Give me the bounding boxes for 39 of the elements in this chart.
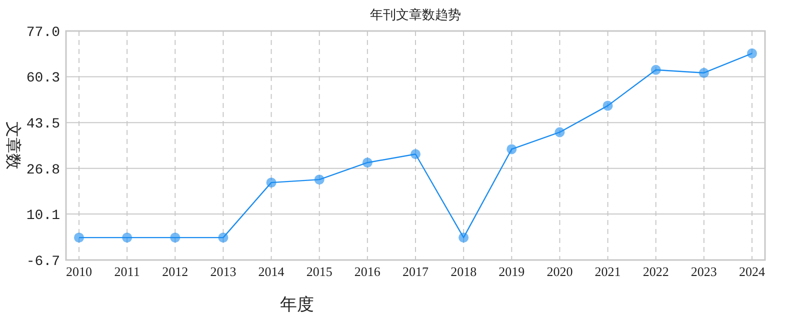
point bbox=[506, 144, 517, 154]
x-tick-label: 2011 bbox=[114, 264, 140, 279]
y-tick-label: 43.5 bbox=[26, 116, 60, 133]
point bbox=[314, 174, 324, 185]
x-tick-label: 2019 bbox=[498, 264, 525, 279]
x-tick-label: 2022 bbox=[642, 264, 669, 279]
point bbox=[170, 232, 180, 243]
x-tick-label: 2020 bbox=[546, 264, 573, 279]
x-tick-label: 2018 bbox=[450, 264, 477, 279]
point bbox=[74, 232, 84, 243]
point bbox=[747, 48, 757, 58]
y-tick-label: -6.7 bbox=[26, 254, 60, 270]
x-tick-label: 2023 bbox=[690, 264, 717, 279]
x-tick-label: 2015 bbox=[306, 264, 332, 279]
x-tick-label: 2012 bbox=[162, 264, 188, 279]
point bbox=[266, 178, 276, 188]
y-tick-label: 10.1 bbox=[26, 208, 60, 224]
point bbox=[410, 149, 420, 160]
point bbox=[602, 100, 613, 111]
y-axis-title: 文章数 bbox=[4, 122, 22, 170]
point bbox=[218, 232, 228, 243]
point bbox=[362, 158, 372, 168]
x-tick-label: 2010 bbox=[66, 264, 92, 279]
point bbox=[650, 64, 661, 75]
y-tick-label: 77.0 bbox=[26, 25, 60, 41]
x-tick-label: 2017 bbox=[402, 264, 429, 279]
y-tick-label: 60.3 bbox=[26, 70, 60, 87]
point bbox=[698, 68, 709, 78]
point bbox=[554, 127, 565, 138]
x-tick-label: 2021 bbox=[594, 264, 621, 279]
point bbox=[458, 232, 469, 243]
x-tick-label: 2013 bbox=[210, 264, 236, 279]
x-axis-title: 年度 bbox=[280, 295, 314, 314]
x-tick-label: 2016 bbox=[354, 264, 381, 279]
x-tick-label: 2024 bbox=[739, 264, 766, 279]
point bbox=[122, 232, 132, 243]
x-tick-label: 2014 bbox=[258, 264, 285, 279]
chart-title: 年刊文章数趋势 bbox=[370, 7, 461, 22]
y-tick-label: 26.8 bbox=[26, 162, 60, 178]
